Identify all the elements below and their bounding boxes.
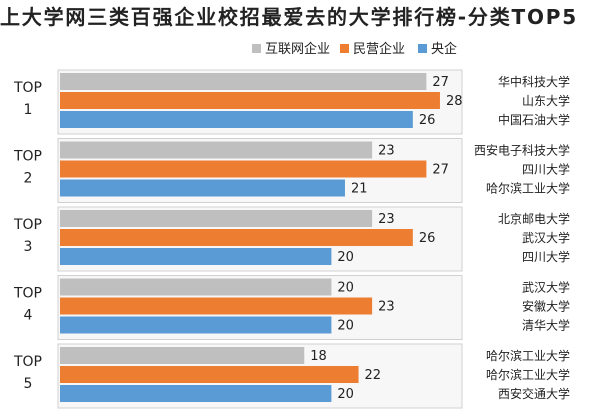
- university-label: 哈尔滨工业大学: [486, 181, 570, 196]
- university-label: 武汉大学: [522, 230, 570, 245]
- bar-private-top5: [60, 366, 359, 383]
- value-label: 20: [337, 250, 354, 265]
- legend-item-private: 民营企业: [340, 40, 405, 60]
- bar-private-top1: [60, 92, 440, 109]
- university-label: 西安电子科技大学: [474, 143, 570, 158]
- legend-item-internet: 互联网企业: [252, 40, 330, 60]
- value-label: 20: [337, 387, 354, 402]
- university-label: 四川大学: [522, 249, 570, 264]
- university-label: 山东大学: [522, 93, 570, 108]
- value-label: 26: [419, 231, 436, 246]
- bar-soe-top4: [60, 316, 332, 334]
- value-label: 20: [337, 319, 354, 334]
- university-label: 西安交通大学: [498, 386, 570, 401]
- value-label: 20: [337, 281, 354, 296]
- bar-internet-top1: [60, 73, 427, 90]
- university-label: 清华大学: [522, 318, 570, 333]
- value-label: 28: [446, 94, 463, 109]
- university-label: 哈尔滨工业大学: [486, 367, 570, 382]
- value-label: 18: [310, 349, 327, 364]
- university-label: 中国石油大学: [498, 112, 570, 127]
- bar-internet-top2: [60, 141, 373, 159]
- bar-soe-top3: [60, 248, 332, 265]
- bar-soe-top2: [60, 179, 345, 197]
- value-label: 27: [432, 75, 449, 90]
- value-label: 26: [419, 113, 436, 128]
- value-label: 21: [351, 182, 368, 197]
- group-label-top5: TOP 5: [13, 354, 42, 392]
- group-label-top4: TOP 4: [13, 286, 42, 324]
- value-label: 23: [378, 144, 395, 159]
- legend-item-soe: 央企: [418, 40, 457, 60]
- value-label: 22: [365, 368, 382, 383]
- group-label-top1: TOP 1: [13, 80, 42, 118]
- legend-swatch-private: [340, 44, 349, 53]
- legend-swatch-soe: [418, 44, 427, 53]
- bar-private-top3: [60, 229, 413, 246]
- university-label: 北京邮电大学: [498, 211, 570, 226]
- university-label: 安徽大学: [522, 299, 570, 314]
- group-label-top3: TOP 3: [13, 217, 42, 255]
- legend-swatch-internet: [252, 44, 261, 53]
- value-label: 27: [432, 163, 449, 178]
- legend: 互联网企业 民营企业 央企: [0, 40, 600, 60]
- group-label-top2: TOP 2: [13, 149, 42, 187]
- university-label: 四川大学: [522, 162, 570, 177]
- bar-soe-top5: [60, 385, 332, 402]
- value-label: 23: [378, 300, 395, 315]
- university-label: 华中科技大学: [498, 74, 570, 89]
- legend-label-soe: 央企: [431, 42, 458, 57]
- bar-internet-top5: [60, 347, 305, 364]
- bar-private-top2: [60, 160, 427, 178]
- value-label: 23: [378, 212, 395, 227]
- bar-soe-top1: [60, 111, 413, 128]
- chart-title: 上大学网三类百强企业校招最爱去的大学排行榜-分类TOP5: [0, 5, 578, 29]
- university-label: 武汉大学: [522, 280, 570, 295]
- bar-private-top4: [60, 297, 373, 315]
- bar-internet-top3: [60, 210, 373, 227]
- university-label: 哈尔滨工业大学: [486, 348, 570, 363]
- legend-label-private: 民营企业: [353, 42, 406, 57]
- legend-label-internet: 互联网企业: [265, 42, 331, 57]
- bar-internet-top4: [60, 278, 332, 296]
